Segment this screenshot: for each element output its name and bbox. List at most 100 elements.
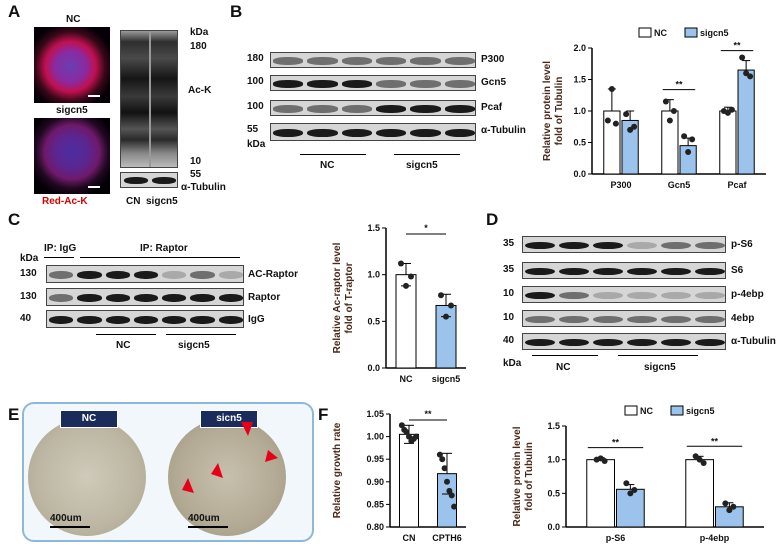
x-tick-label: p-4ebp	[700, 533, 730, 543]
blot-band	[307, 105, 338, 113]
scale-line-sicn5	[188, 526, 228, 528]
blot-d-row	[522, 310, 726, 327]
microscopy-image-sicn5	[168, 418, 286, 536]
blot-d-row	[522, 236, 726, 253]
blot-d-row-label: α-Tubulin	[731, 336, 776, 347]
blot-band	[410, 105, 441, 113]
blot-band	[444, 57, 475, 65]
blot-band	[133, 293, 159, 303]
tubulin-blot-a	[120, 172, 178, 188]
panel-label-b: B	[230, 2, 243, 21]
data-point	[670, 108, 677, 114]
blot-d-row	[522, 333, 726, 350]
group-label-nc: NC	[556, 362, 571, 373]
blot-d-kda: kDa	[503, 358, 522, 369]
blot-b-marker: 180	[247, 53, 264, 64]
blot-b-row	[270, 52, 476, 68]
legend-swatch	[638, 27, 652, 38]
blot-band	[444, 128, 475, 138]
y-tick-label: 0.5	[367, 316, 380, 326]
data-point	[631, 486, 638, 493]
arrow-icon	[265, 450, 278, 462]
y-axis-label: Relative growth rate	[332, 422, 343, 518]
blot-d-row-label: p-4ebp	[731, 289, 764, 300]
group-label-nc: NC	[116, 340, 131, 351]
data-point	[403, 282, 409, 289]
blot-b-row	[270, 123, 476, 141]
chart-d: 0.0 0.5 1.0 1.5 Relative protein level fold o…	[512, 405, 764, 543]
blot-d-marker: 35	[503, 238, 515, 249]
bar	[435, 304, 457, 369]
significance-label: **	[733, 41, 741, 51]
x-tick-label: CN	[403, 533, 416, 543]
blot-band	[593, 315, 623, 324]
legend-label: sigcn5	[700, 28, 729, 38]
blot-band	[559, 291, 589, 300]
blot-band	[218, 293, 243, 303]
blot-d-marker: 10	[503, 312, 515, 323]
label-box-nc: NC	[60, 410, 118, 428]
x-tick-label: P300	[610, 180, 631, 190]
kda-label-a: kDa	[190, 27, 209, 38]
data-point	[448, 302, 454, 309]
blot-band	[49, 315, 74, 325]
y-tick-label: 1.5	[573, 75, 586, 85]
data-point	[439, 456, 446, 463]
bar	[586, 459, 615, 528]
blot-band	[410, 128, 441, 138]
blot-band	[77, 293, 102, 303]
blot-band	[77, 315, 102, 325]
blot-c-marker: 130	[20, 268, 37, 279]
blot-c-row-label: Raptor	[248, 292, 281, 303]
arrow-icon	[241, 422, 253, 436]
y-tick-label: 0.0	[547, 522, 560, 532]
data-point	[627, 490, 634, 497]
blot-b-row	[270, 100, 476, 116]
significance-label: **	[675, 80, 683, 90]
blot-band	[190, 270, 215, 280]
data-point	[623, 111, 630, 118]
blot-band	[593, 291, 623, 300]
data-point	[406, 433, 412, 440]
panel-a-si-label: sigcn5	[56, 105, 88, 116]
blot-b-row	[270, 75, 476, 91]
data-point	[604, 117, 611, 124]
blot-band	[627, 267, 657, 276]
ip-raptor-label: IP: Raptor	[140, 243, 188, 254]
group-label-si: sigcn5	[406, 160, 438, 171]
x-tick-label: sigcn5	[432, 374, 461, 384]
tubulin-label-a: α-Tubulin	[181, 182, 226, 193]
blot-band	[307, 80, 338, 88]
y-tick-label: 0.95	[366, 454, 384, 464]
blot-c-marker: 40	[20, 313, 32, 324]
blot-band	[695, 338, 725, 347]
bar	[737, 69, 755, 175]
data-point	[689, 136, 696, 143]
data-point	[608, 85, 615, 92]
arrow-icon	[211, 463, 223, 478]
data-point	[681, 133, 688, 140]
legend-swatch	[624, 405, 638, 416]
data-point	[722, 500, 729, 507]
blot-b-marker: 55	[247, 124, 259, 135]
blot-band	[162, 270, 187, 280]
data-point	[696, 456, 703, 463]
fluorescence-image-sigcn5	[34, 118, 110, 194]
data-point	[398, 422, 405, 429]
blot-d-row	[522, 262, 726, 279]
blot-c-row-label: IgG	[248, 314, 265, 325]
chart-c: 0.0 0.5 1.0 1.5 Relative Ac-raptor level fold…	[332, 223, 466, 384]
y-tick-label: 0.5	[547, 488, 560, 498]
blot-band	[661, 338, 691, 347]
blot-band	[341, 105, 372, 113]
blot-band	[661, 267, 691, 276]
y-tick-label: 0.5	[573, 138, 586, 148]
blot-c-row	[46, 310, 244, 328]
x-tick-label: Pcaf	[727, 180, 747, 190]
panel-label-a: A	[8, 2, 21, 21]
y-axis-label: fold of T-raptor	[344, 262, 355, 333]
blot-c-row	[46, 288, 244, 306]
blot-band	[273, 105, 304, 113]
blot-band	[376, 80, 407, 88]
blot-band	[162, 315, 187, 325]
